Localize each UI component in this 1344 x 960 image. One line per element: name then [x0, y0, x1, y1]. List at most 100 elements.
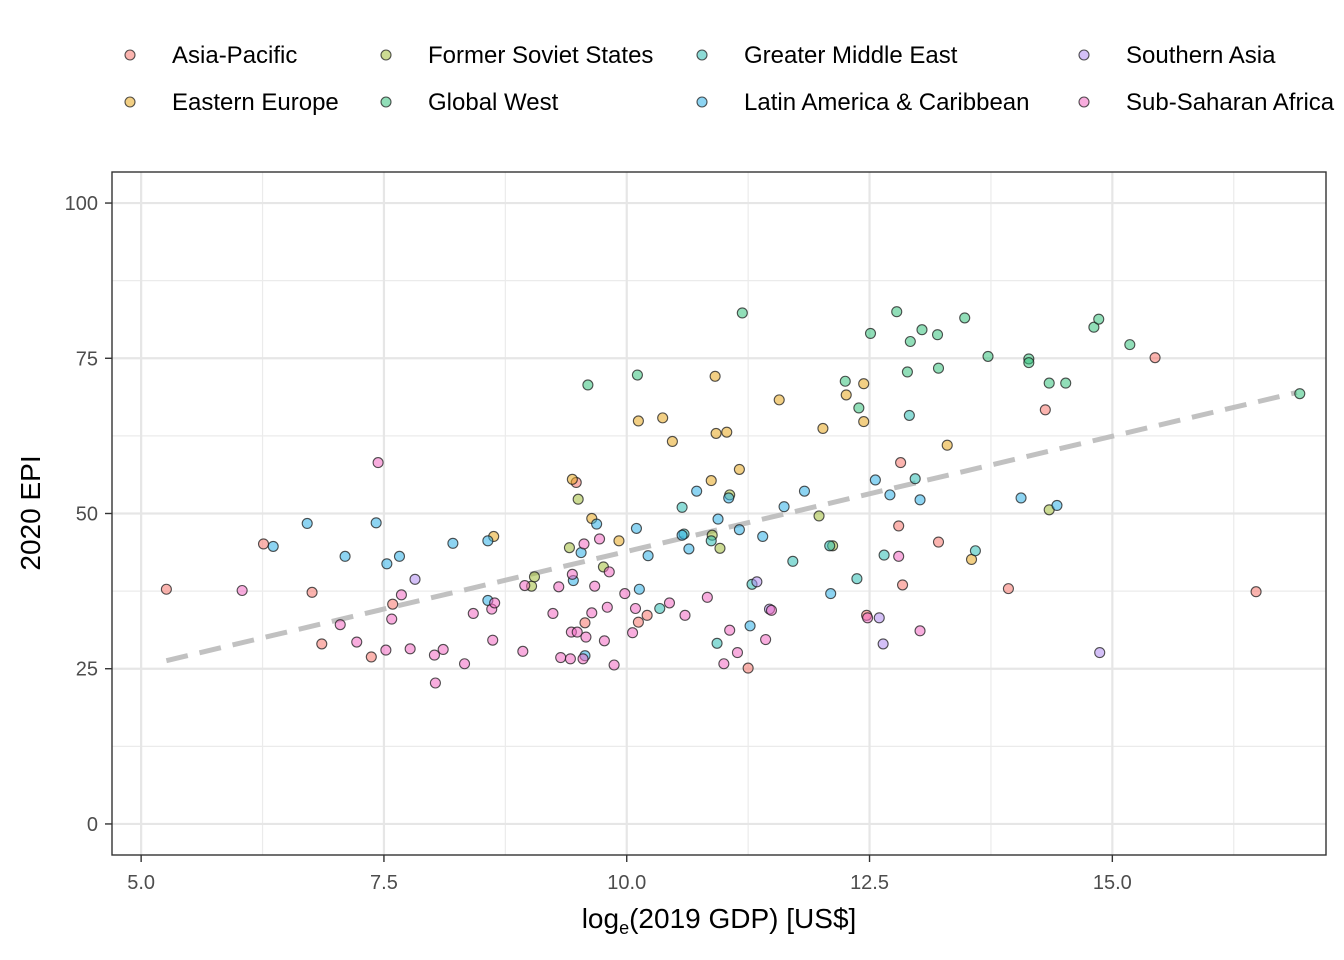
data-point	[897, 579, 909, 591]
data-point	[904, 335, 916, 348]
legend-item-eastern-europe: Eastern Europe	[124, 89, 339, 116]
data-point	[598, 635, 610, 647]
data-point	[1002, 583, 1014, 595]
data-point	[630, 522, 642, 534]
legend-label: Latin America & Caribbean	[744, 89, 1030, 116]
data-point	[566, 473, 578, 485]
data-point	[824, 540, 836, 552]
data-point	[632, 616, 644, 628]
data-point	[572, 493, 584, 505]
data-point	[619, 588, 631, 600]
data-point	[663, 597, 676, 609]
data-point	[916, 324, 928, 336]
legend-key	[380, 96, 392, 108]
legend: Asia-Pacific Eastern Europe Former Soviet …	[124, 42, 1335, 116]
data-point	[657, 412, 669, 424]
data-point	[787, 555, 799, 567]
data-point	[711, 637, 723, 649]
data-point	[903, 409, 915, 421]
data-point	[862, 612, 874, 624]
data-point	[467, 607, 479, 620]
data-point	[932, 362, 945, 374]
data-point	[914, 494, 926, 506]
data-point	[864, 327, 877, 339]
data-point	[528, 571, 541, 583]
y-tick-label: 100	[65, 193, 98, 215]
series-global-west	[582, 306, 1306, 414]
data-point	[969, 545, 981, 557]
data-point	[893, 520, 905, 532]
data-points	[160, 306, 1306, 689]
data-point	[482, 535, 494, 547]
data-point	[578, 538, 590, 550]
data-point	[613, 535, 625, 547]
data-point	[553, 581, 565, 593]
data-point	[627, 627, 639, 639]
data-point	[380, 644, 392, 656]
data-point	[631, 369, 643, 381]
legend-key	[696, 96, 708, 108]
legend-label: Asia-Pacific	[172, 42, 297, 69]
y-tick-label: 25	[76, 659, 98, 681]
data-point	[676, 529, 688, 541]
data-point	[395, 589, 407, 601]
data-point	[571, 626, 583, 638]
legend-key	[124, 96, 136, 108]
data-point	[714, 542, 726, 554]
data-point	[447, 537, 459, 549]
data-point	[1294, 388, 1306, 400]
series-eastern-europe	[488, 370, 978, 565]
data-point	[733, 463, 745, 475]
legend-key	[380, 49, 392, 61]
data-point	[487, 634, 499, 646]
data-point	[982, 350, 994, 362]
data-point	[873, 612, 885, 624]
data-point	[1051, 499, 1063, 511]
data-point	[718, 658, 730, 670]
data-point	[1088, 321, 1100, 333]
data-point	[742, 662, 754, 674]
grid-major	[112, 172, 1326, 855]
data-point	[858, 416, 870, 428]
data-point	[909, 473, 921, 485]
data-point	[701, 591, 713, 603]
data-point	[733, 524, 745, 536]
data-point	[1250, 586, 1262, 598]
data-point	[959, 312, 971, 324]
data-point	[593, 533, 606, 545]
data-point	[393, 550, 406, 562]
data-point	[724, 624, 736, 636]
data-point	[884, 489, 896, 501]
x-axis: 5.0 7.5 10.0 12.5 15.0	[127, 855, 1132, 894]
data-point	[813, 510, 825, 522]
data-point	[351, 636, 363, 648]
data-point	[736, 307, 748, 319]
data-point	[429, 677, 441, 689]
data-point	[853, 402, 865, 414]
data-point	[386, 613, 398, 625]
trend-line	[165, 389, 1298, 664]
data-point	[1094, 647, 1106, 659]
legend-item-global-west: Global West	[380, 89, 559, 116]
data-point	[629, 602, 642, 615]
data-point	[676, 501, 688, 513]
legend-key	[1078, 49, 1090, 61]
data-point	[757, 530, 769, 543]
data-point	[760, 633, 772, 646]
legend-label: Greater Middle East	[744, 42, 958, 69]
series-asia-pacific	[160, 352, 1262, 674]
x-tick-label: 15.0	[1093, 872, 1132, 894]
data-point	[555, 652, 567, 664]
data-point	[1060, 377, 1072, 389]
data-point	[778, 501, 790, 513]
data-point	[306, 586, 318, 598]
y-axis-title: 2020 EPI	[15, 455, 46, 570]
legend-label: Former Soviet States	[428, 42, 653, 69]
data-point	[591, 518, 603, 530]
data-point	[932, 536, 945, 548]
data-point	[589, 580, 601, 592]
legend-item-greater-middle-east: Greater Middle East	[696, 42, 958, 69]
data-point	[731, 647, 744, 659]
legend-item-southern-asia: Southern Asia	[1078, 42, 1276, 69]
